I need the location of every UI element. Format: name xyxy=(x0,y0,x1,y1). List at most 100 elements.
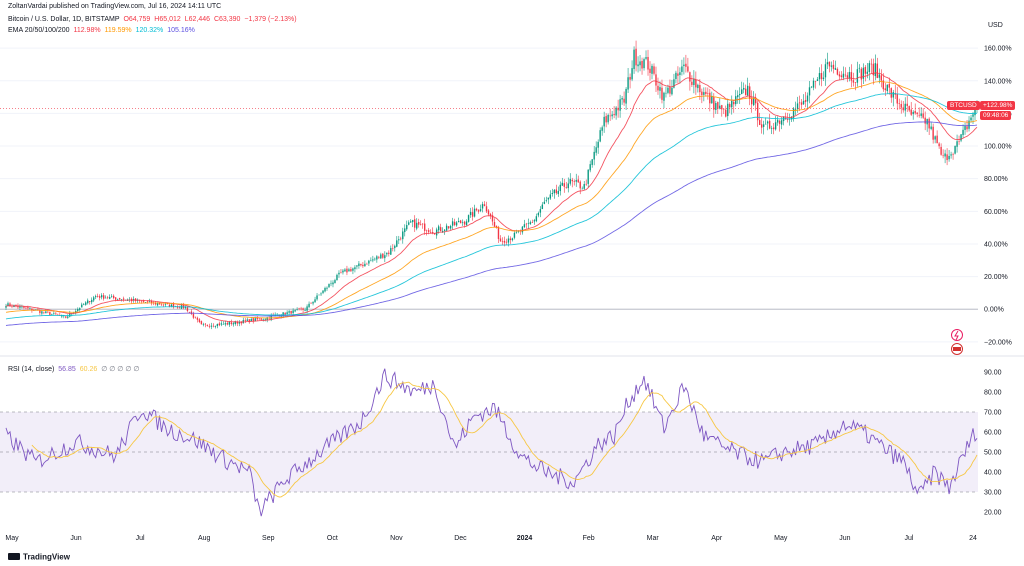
candle-body xyxy=(300,308,302,310)
candle-body xyxy=(212,325,215,327)
candle-body xyxy=(507,238,510,243)
candle-body xyxy=(360,263,362,266)
candle-body xyxy=(958,141,960,142)
candle-body xyxy=(800,102,803,105)
rsi-axis-label: 40.00 xyxy=(984,470,1002,477)
candle-body xyxy=(707,93,709,94)
candle-body xyxy=(238,322,240,324)
candle-body xyxy=(762,124,765,127)
tradingview-watermark[interactable]: TradingView xyxy=(8,552,70,561)
candle-body xyxy=(609,115,611,117)
candle-body xyxy=(170,304,173,307)
candle-body xyxy=(55,313,57,315)
lightning-icon xyxy=(951,329,963,341)
candle-body xyxy=(294,310,296,312)
candle-body xyxy=(531,222,534,223)
candle-body xyxy=(703,92,705,95)
candle-body xyxy=(288,311,290,313)
candle-body xyxy=(431,232,434,234)
candle-body xyxy=(31,308,33,311)
candle-body xyxy=(553,189,556,194)
candle-body xyxy=(214,326,217,327)
candle-body xyxy=(256,317,258,320)
candle-body xyxy=(495,225,498,228)
candle-body xyxy=(21,306,23,308)
candle-body xyxy=(639,61,641,66)
rsi-axis-label: 30.00 xyxy=(984,490,1002,497)
candle-body xyxy=(509,238,512,240)
candle-body xyxy=(51,314,53,315)
candle-body xyxy=(503,240,506,243)
price-axis-label: 100.00% xyxy=(984,144,1012,151)
candle-body xyxy=(934,136,936,140)
btcusd-price-badge[interactable]: BTCUSD xyxy=(947,101,980,110)
candle-body xyxy=(766,121,769,124)
candle-body xyxy=(19,306,21,308)
candle-body xyxy=(940,146,942,155)
candle-body xyxy=(627,77,629,90)
ema-100-value: 120.32% xyxy=(135,27,164,34)
candle-body xyxy=(906,103,908,106)
candle-body xyxy=(459,220,462,224)
candle-body xyxy=(396,240,398,247)
candle-body xyxy=(675,72,677,80)
candle-body xyxy=(429,232,432,233)
candle-body xyxy=(433,233,436,235)
candle-body xyxy=(226,323,229,325)
candle-body xyxy=(535,216,538,222)
candle-body xyxy=(760,124,763,128)
symbol-name: Bitcoin / U.S. Dollar, 1D, BITSTAMP xyxy=(8,16,120,23)
time-axis-label: Mar xyxy=(647,535,660,542)
candle-body xyxy=(93,297,95,301)
candle-body xyxy=(942,155,944,157)
candle-body xyxy=(858,67,861,69)
candle-body xyxy=(376,256,378,260)
candle-body xyxy=(657,85,659,91)
candle-body xyxy=(475,208,478,211)
candle-body xyxy=(194,316,197,318)
candle-body xyxy=(184,307,187,309)
candle-body xyxy=(493,222,496,227)
candle-body xyxy=(804,100,807,102)
candle-body xyxy=(581,188,583,190)
ema-line-200 xyxy=(5,121,978,326)
candle-body xyxy=(244,320,246,321)
symbol-change: −1,379 (−2.13%) xyxy=(244,16,297,23)
candle-body xyxy=(437,226,440,231)
candle-body xyxy=(733,101,735,105)
candle-body xyxy=(543,201,546,204)
candle-body xyxy=(204,323,207,325)
candle-body xyxy=(539,209,542,213)
candle-body xyxy=(439,227,442,232)
candle-body xyxy=(719,105,721,109)
candle-body xyxy=(691,81,693,85)
candle-body xyxy=(796,103,799,109)
candle-body xyxy=(848,72,851,79)
candle-body xyxy=(45,311,47,314)
badge-value: +122.98% xyxy=(983,102,1013,109)
candle-body xyxy=(579,181,581,189)
symbol-legend[interactable]: Bitcoin / U.S. Dollar, 1D, BITSTAMP O64,… xyxy=(8,16,299,23)
candle-body xyxy=(206,324,209,326)
candle-body xyxy=(254,318,256,322)
candle-body xyxy=(571,179,573,182)
time-axis-label: 24 xyxy=(969,535,977,542)
candle-body xyxy=(196,317,199,320)
candle-body xyxy=(497,226,500,239)
candle-body xyxy=(79,308,81,310)
candle-body xyxy=(102,295,105,299)
candle-body xyxy=(950,154,952,156)
candle-body xyxy=(900,104,902,108)
ema-legend[interactable]: EMA 20/50/100/200 112.98% 119.59% 120.32… xyxy=(8,27,197,34)
candle-body xyxy=(617,107,619,111)
candle-body xyxy=(711,96,713,104)
candle-body xyxy=(589,164,591,171)
candle-body xyxy=(695,79,697,88)
candle-body xyxy=(918,114,920,116)
rsi-legend[interactable]: RSI (14, close) 56.85 60.26 ∅ ∅ ∅ ∅ ∅ xyxy=(8,365,142,373)
candle-body xyxy=(798,102,801,104)
candle-body xyxy=(200,321,203,325)
rsi-ma-line xyxy=(31,381,978,498)
candle-body xyxy=(408,222,410,225)
